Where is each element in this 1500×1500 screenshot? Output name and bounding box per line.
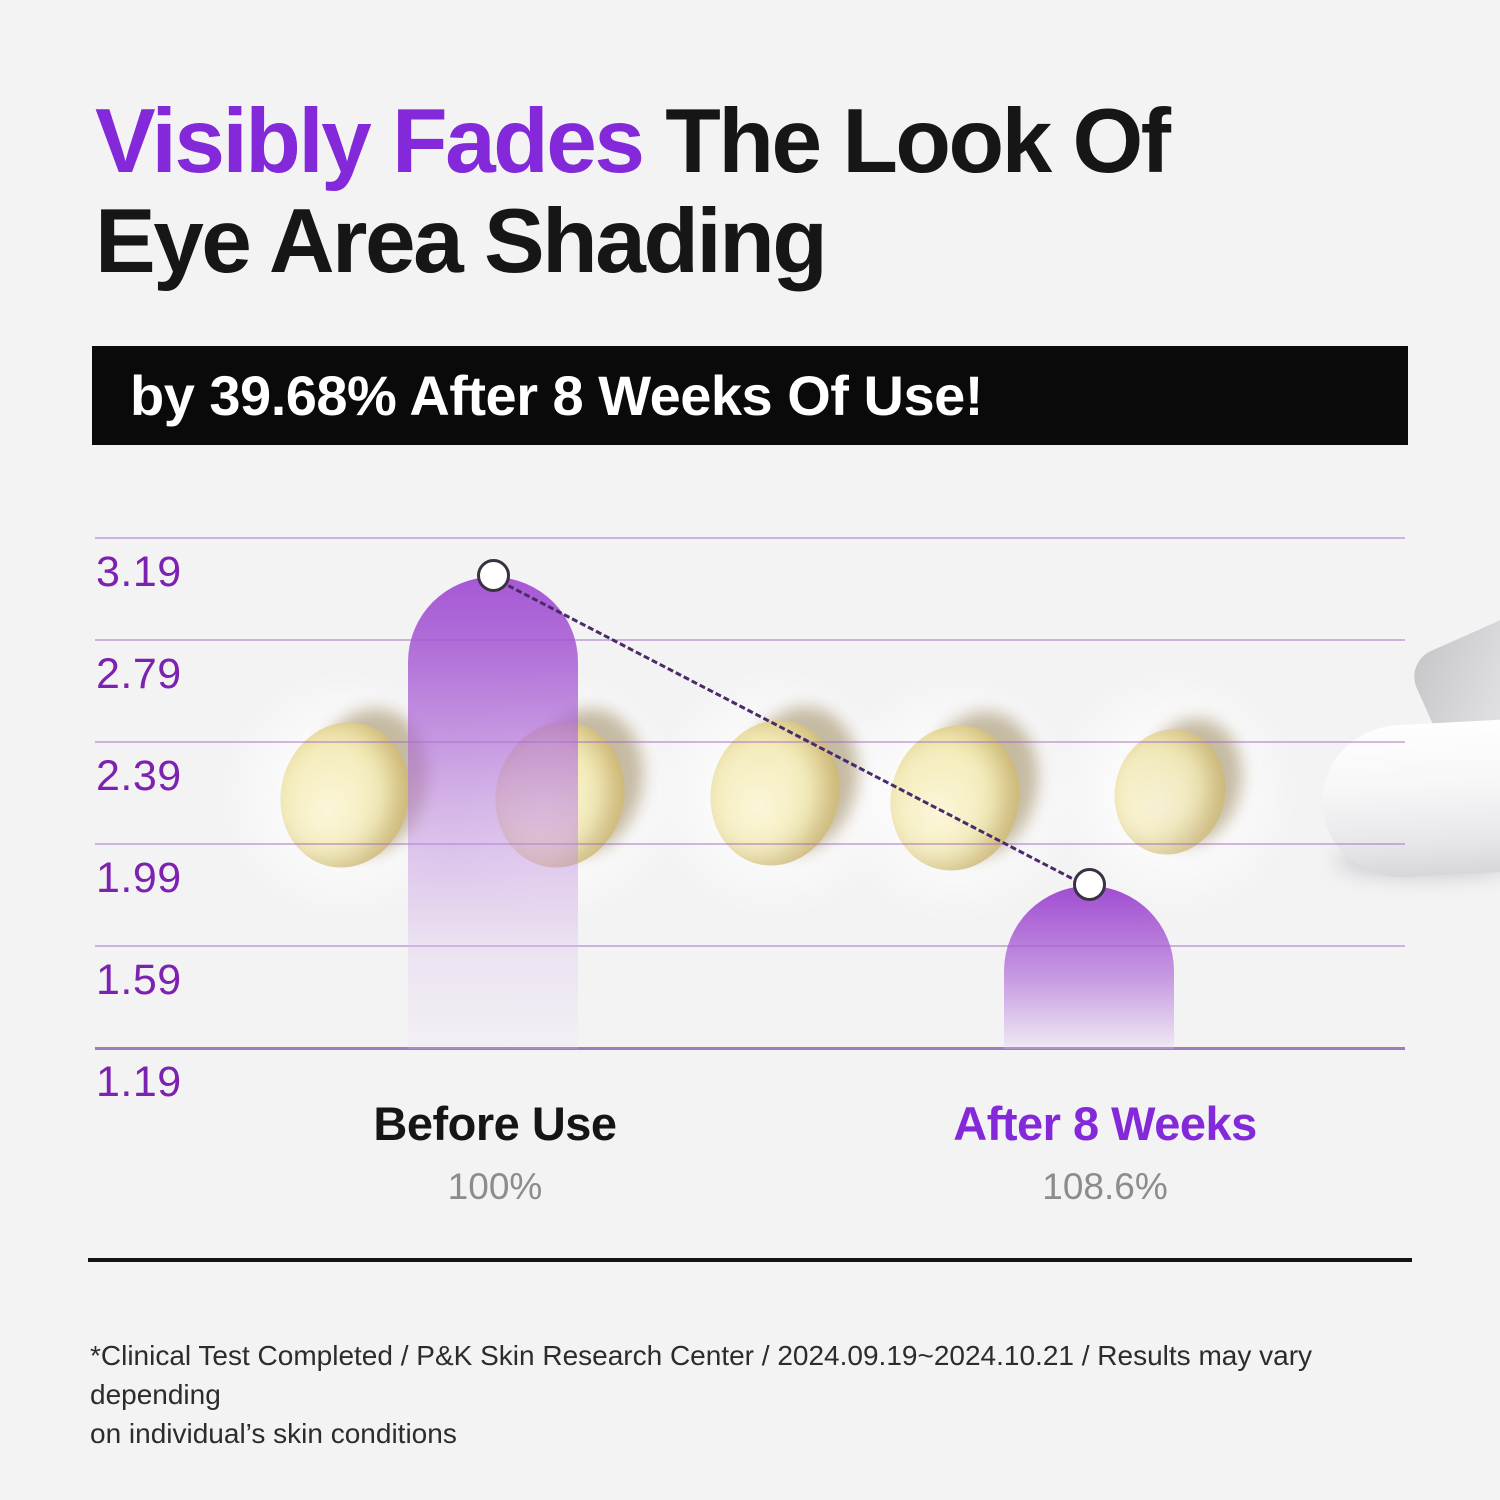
claim-banner-text: by 39.68% After 8 Weeks Of Use!	[130, 364, 983, 427]
category-sublabel-before: 100%	[447, 1166, 543, 1207]
bar-after-8-weeks	[1004, 886, 1174, 1049]
bar-before-use	[408, 577, 578, 1049]
ytick-label: 3.19	[96, 548, 182, 596]
title-line1-rest: The Look Of	[642, 91, 1171, 192]
gridline	[95, 945, 1405, 947]
ytick-label: 1.59	[96, 956, 182, 1004]
category-label-before: Before Use	[373, 1097, 617, 1150]
data-point-marker-after	[1073, 868, 1106, 901]
gridline	[95, 843, 1405, 845]
ytick-label: 2.39	[96, 752, 182, 800]
clinical-footnote: *Clinical Test Completed / P&K Skin Rese…	[90, 1336, 1430, 1453]
ytick-label: 2.79	[96, 650, 182, 698]
page-title: Visibly Fades The Look Of Eye Area Shadi…	[95, 91, 1171, 292]
category-sublabel-after: 108.6%	[1042, 1166, 1168, 1207]
ytick-label: 1.99	[96, 854, 182, 902]
footnote-line2: on individual’s skin conditions	[90, 1418, 457, 1449]
title-highlight: Visibly Fades	[95, 91, 645, 192]
ytick-label: 1.19	[96, 1058, 182, 1106]
data-point-marker-before	[477, 559, 510, 592]
gridline	[95, 639, 1405, 641]
footer-divider	[88, 1258, 1412, 1262]
gridline	[95, 537, 1405, 539]
title-line1: Visibly Fades The Look Of	[95, 91, 1171, 192]
gridline-baseline	[95, 1047, 1405, 1050]
footnote-line1: *Clinical Test Completed / P&K Skin Rese…	[90, 1340, 1313, 1410]
claim-banner: by 39.68% After 8 Weeks Of Use!	[92, 346, 1408, 445]
title-line2: Eye Area Shading	[95, 191, 828, 292]
category-label-after: After 8 Weeks	[953, 1097, 1257, 1150]
gridline	[95, 741, 1405, 743]
